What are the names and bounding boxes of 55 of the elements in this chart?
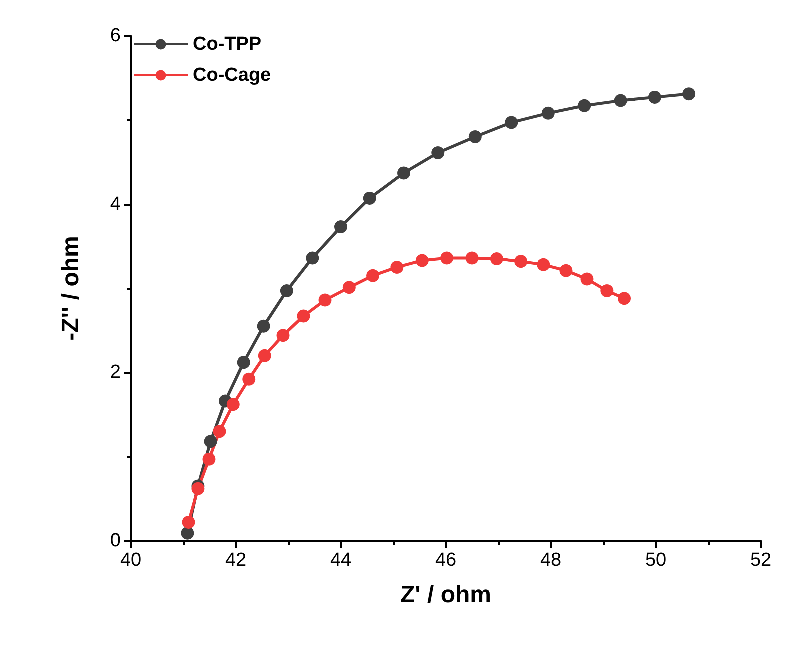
point [192, 482, 205, 496]
legend-label: Co-TPP [193, 34, 262, 55]
point [318, 294, 332, 307]
point [578, 99, 592, 112]
point [468, 130, 482, 144]
point [342, 281, 356, 294]
point [204, 435, 218, 448]
point [213, 425, 226, 438]
point [334, 220, 348, 234]
point [542, 106, 555, 120]
point [614, 94, 628, 108]
point [258, 349, 272, 362]
point [202, 452, 216, 466]
y-axis-title: -Z'' / ohm [58, 236, 84, 341]
legend-label: Co-Cage [193, 65, 272, 86]
point [618, 292, 631, 306]
point [276, 329, 290, 342]
point [432, 146, 445, 160]
point [537, 258, 550, 272]
x-tick-label: 48 [540, 550, 562, 571]
point [226, 398, 240, 412]
point [242, 372, 256, 386]
point [280, 284, 294, 298]
point [363, 192, 376, 205]
point [257, 320, 270, 333]
point [182, 516, 196, 529]
y-tick-label: 2 [110, 362, 121, 384]
x-tick-label: 42 [225, 550, 247, 571]
x-tick-label: 46 [435, 550, 457, 571]
point [306, 252, 320, 265]
x-tick-label: 52 [750, 550, 772, 571]
point [580, 272, 594, 286]
point [600, 284, 614, 298]
y-tick-label: 4 [110, 194, 122, 215]
x-tick-label: 44 [330, 550, 352, 571]
point [490, 252, 504, 266]
point [514, 255, 528, 268]
point [390, 260, 404, 274]
y-tick-label: 0 [110, 530, 121, 552]
point [440, 252, 454, 265]
point [648, 90, 662, 104]
y-tick-label: 6 [110, 26, 121, 46]
point [297, 310, 310, 323]
point [466, 252, 479, 265]
point [237, 356, 250, 370]
point [398, 166, 410, 180]
point [416, 254, 429, 268]
x-axis-title: Z' / ohm [400, 582, 492, 608]
point [682, 88, 696, 101]
point [505, 116, 518, 130]
point [560, 264, 573, 278]
x-tick-label: 40 [120, 550, 142, 571]
point [366, 269, 380, 282]
point [181, 526, 194, 540]
x-tick-label: 50 [645, 550, 667, 571]
